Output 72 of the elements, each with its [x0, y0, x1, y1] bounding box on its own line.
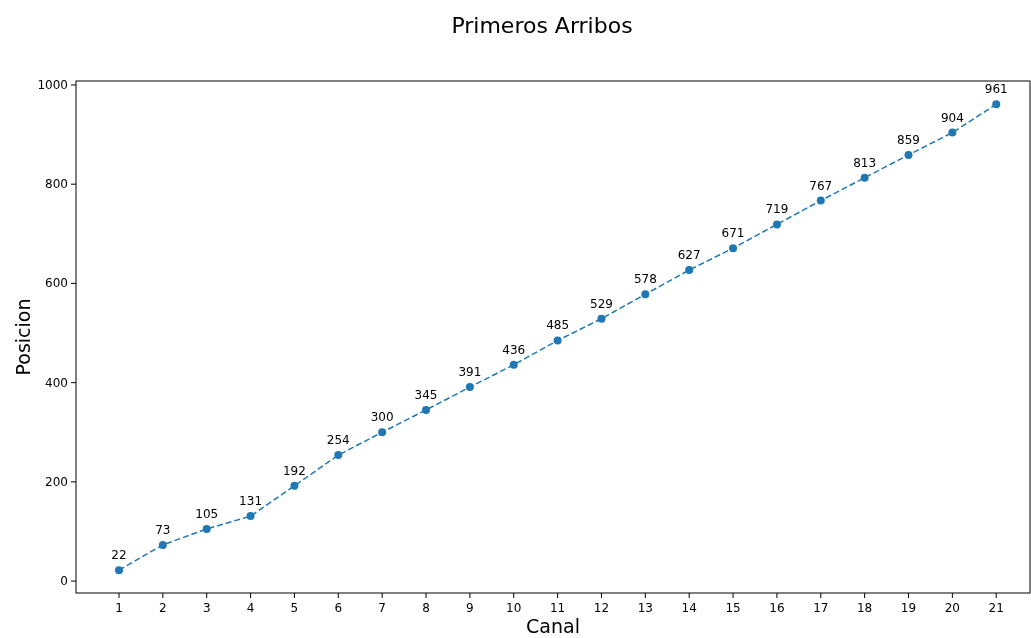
- point: [290, 481, 299, 490]
- y-tick-label: 0: [60, 574, 68, 589]
- point: [202, 525, 211, 533]
- point: [641, 290, 650, 299]
- y-tick-label: 800: [45, 177, 68, 192]
- point: [992, 100, 1001, 109]
- x-tick-label: 5: [290, 601, 299, 615]
- point: [685, 266, 694, 275]
- x-tick-label: 1: [115, 601, 123, 615]
- point: [860, 173, 869, 182]
- point: [465, 383, 474, 392]
- data-label: 391: [458, 365, 482, 380]
- point: [553, 336, 562, 345]
- point: [772, 220, 781, 229]
- x-axis-title: Canal: [526, 615, 580, 637]
- point: [597, 314, 606, 323]
- point: [816, 196, 825, 205]
- x-tick-label: 19: [900, 601, 917, 615]
- y-tick-label: 200: [45, 474, 68, 489]
- data-label: 529: [590, 296, 613, 311]
- point: [729, 244, 738, 253]
- x-tick-label: 17: [813, 601, 829, 615]
- data-label: 22: [111, 548, 127, 563]
- x-tick-label: 11: [549, 601, 566, 615]
- point: [334, 451, 343, 460]
- x-tick-label: 12: [593, 601, 610, 615]
- data-label: 436: [502, 342, 526, 357]
- x-tick-label: 4: [246, 601, 255, 615]
- y-axis-title: Posicion: [12, 298, 34, 376]
- point: [422, 405, 431, 414]
- point: [158, 540, 167, 549]
- data-label: 859: [897, 132, 920, 147]
- data-label: 671: [721, 226, 745, 241]
- x-tick-label: 7: [378, 601, 386, 615]
- data-label: 345: [414, 387, 438, 402]
- x-tick-label: 9: [466, 601, 474, 615]
- point: [246, 512, 255, 521]
- data-label: 192: [282, 463, 306, 478]
- data-label: 813: [853, 155, 877, 170]
- data-label: 131: [239, 494, 263, 509]
- x-tick-label: 14: [681, 601, 697, 615]
- x-tick-label: 18: [857, 601, 873, 615]
- point: [509, 360, 518, 369]
- point: [904, 150, 913, 159]
- data-label: 961: [984, 82, 1008, 97]
- y-tick-label: 600: [45, 276, 68, 291]
- data-label: 627: [677, 248, 701, 263]
- x-tick-label: 21: [988, 601, 1004, 615]
- data-label: 904: [940, 110, 964, 125]
- point: [114, 566, 123, 575]
- point: [948, 128, 957, 137]
- point: [378, 428, 387, 437]
- x-tick-label: 16: [769, 601, 785, 615]
- chart-title: Primeros Arribos: [451, 13, 633, 38]
- x-tick-label: 8: [422, 601, 430, 615]
- data-label: 578: [633, 272, 657, 287]
- x-tick-label: 2: [159, 601, 167, 615]
- data-label: 767: [809, 178, 833, 193]
- data-label: 300: [370, 410, 394, 425]
- y-tick-label: 1000: [37, 77, 68, 92]
- x-tick-label: 3: [202, 601, 211, 615]
- y-tick-label: 400: [45, 375, 68, 390]
- data-label: 73: [155, 522, 171, 537]
- x-tick-label: 10: [506, 601, 522, 615]
- x-tick-label: 13: [637, 601, 653, 615]
- x-tick-label: 6: [334, 601, 343, 615]
- x-tick-label: 15: [725, 601, 741, 615]
- data-label: 719: [765, 202, 789, 217]
- data-label: 254: [326, 433, 350, 448]
- data-label: 105: [195, 507, 219, 521]
- x-tick-label: 20: [944, 601, 960, 615]
- data-label: 485: [546, 318, 570, 333]
